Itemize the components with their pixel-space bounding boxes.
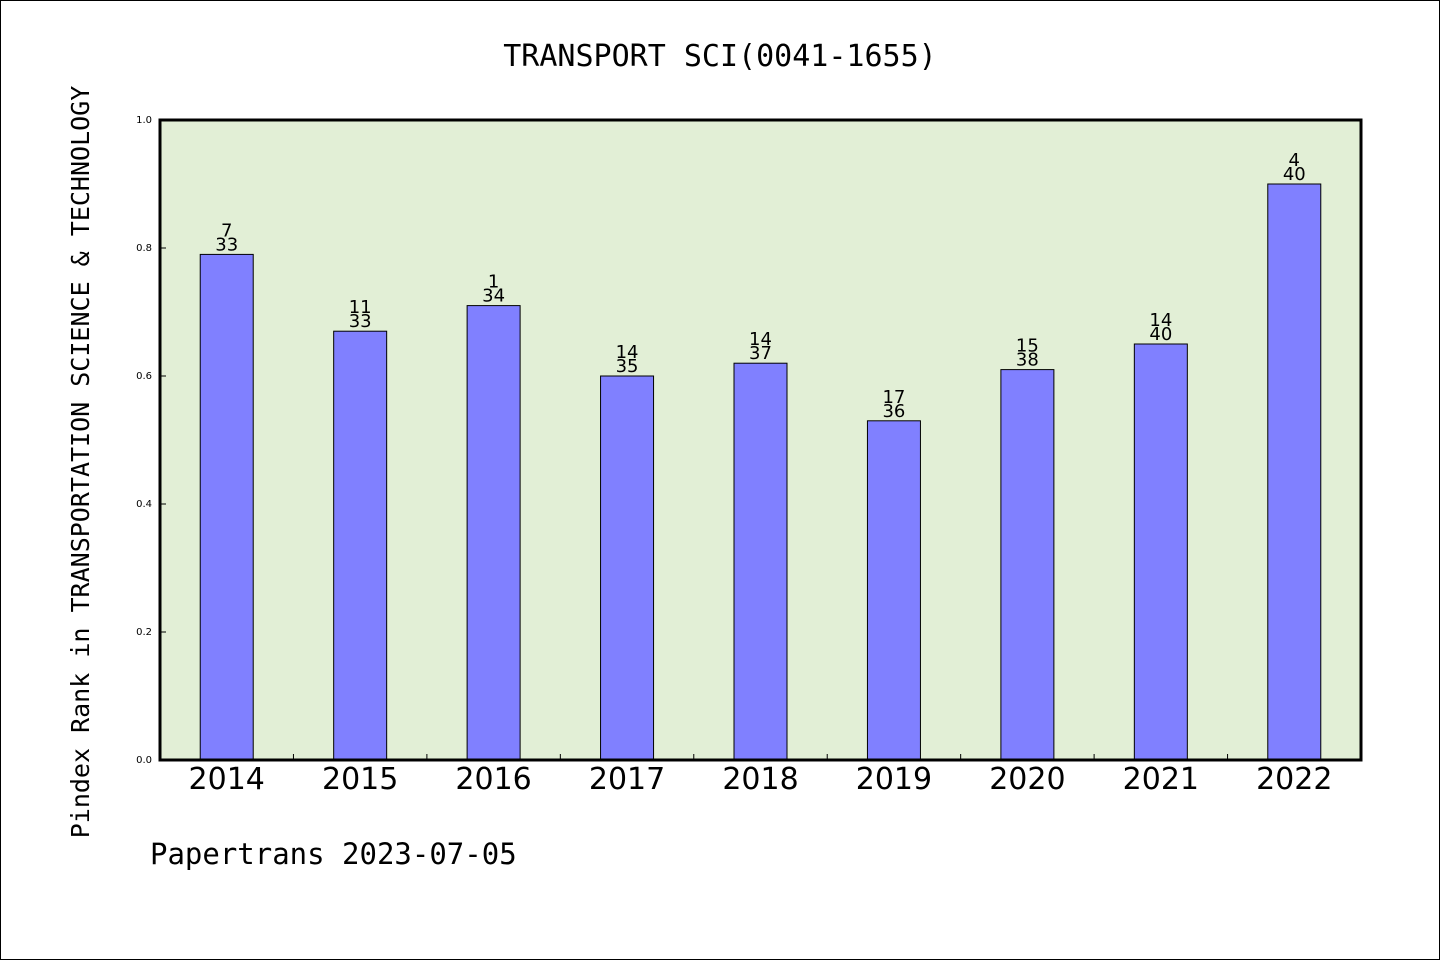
bar-2014 xyxy=(199,253,254,761)
x-tick-label: 2016 xyxy=(455,762,531,797)
bar-2020 xyxy=(1000,369,1055,761)
x-tick-label: 2020 xyxy=(989,762,1065,797)
chart-title: TRANSPORT SCI(0041-1655) xyxy=(503,39,936,74)
y-tick-label: 0.4 xyxy=(136,499,152,510)
x-tick-label: 2017 xyxy=(589,762,665,797)
bar-2015 xyxy=(333,330,388,761)
bar-rank-label: 4 xyxy=(1289,150,1300,171)
x-tick-label: 2014 xyxy=(189,762,265,797)
bar-total-label: 35 xyxy=(616,356,639,377)
x-tick-label: 2022 xyxy=(1256,762,1332,797)
bar-total-label: 40 xyxy=(1149,324,1172,345)
y-tick-label: 0.8 xyxy=(136,243,152,254)
x-axis-ticks: 2014 2015 2016 2017 2018 2019 2020 2021 2022 xyxy=(189,754,1332,797)
bar-2016 xyxy=(466,305,521,761)
bar-total-label: 33 xyxy=(215,234,238,255)
bars xyxy=(199,183,1322,761)
bar-rank-label: 1 xyxy=(488,272,499,293)
bar-total-label: 37 xyxy=(749,343,772,364)
bar-total-label: 33 xyxy=(349,311,372,332)
bar-rank-label: 14 xyxy=(749,329,772,350)
bar-2019 xyxy=(866,420,921,761)
y-tick-label: 1.0 xyxy=(136,115,152,126)
bar-rank-label: 11 xyxy=(349,297,372,318)
x-tick-label: 2018 xyxy=(722,762,798,797)
y-tick-label: 0.6 xyxy=(136,371,152,382)
bar-total-label: 34 xyxy=(482,286,505,307)
footer-credit: Papertrans 2023-07-05 xyxy=(150,837,517,871)
bar-total-label: 38 xyxy=(1016,350,1039,371)
bar-rank-label: 7 xyxy=(221,220,232,241)
y-tick-label: 0.0 xyxy=(136,755,152,766)
bar-rank-label: 15 xyxy=(1016,336,1039,357)
bar-2021 xyxy=(1133,343,1188,761)
bar-2017 xyxy=(600,375,655,761)
bar-rank-label: 17 xyxy=(882,387,905,408)
x-tick-label: 2019 xyxy=(856,762,932,797)
bar-total-label: 40 xyxy=(1283,164,1306,185)
bar-2022 xyxy=(1267,183,1322,761)
bar-rank-label: 14 xyxy=(1149,310,1172,331)
bar-total-label: 36 xyxy=(882,401,905,422)
y-tick-label: 0.2 xyxy=(136,627,152,638)
x-tick-label: 2015 xyxy=(322,762,398,797)
bar-2018 xyxy=(733,362,788,761)
y-axis-label: Pindex Rank in TRANSPORTATION SCIENCE & … xyxy=(66,86,95,839)
plot-border xyxy=(158,118,1363,762)
x-tick-label: 2021 xyxy=(1123,762,1199,797)
bar-rank-label: 14 xyxy=(616,342,639,363)
